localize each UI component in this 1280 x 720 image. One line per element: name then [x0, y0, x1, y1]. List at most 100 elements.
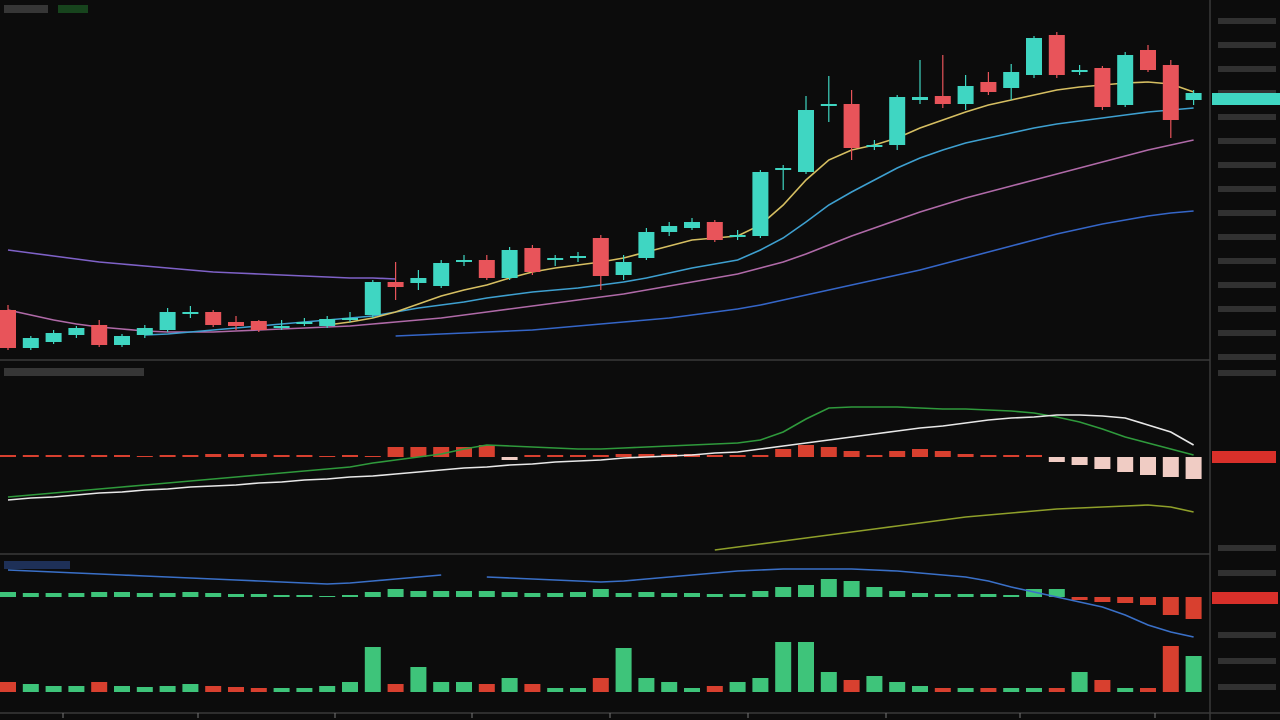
volume-bar [1117, 688, 1134, 692]
histogram-bar [798, 445, 814, 457]
axis-label-placeholder [1218, 684, 1276, 690]
candle-body [364, 282, 381, 315]
histogram-bar [136, 456, 153, 457]
volume-bar [387, 684, 404, 692]
candle-body [889, 97, 906, 145]
histogram-bar [456, 591, 472, 597]
histogram-bar [205, 593, 222, 597]
volume-bar [364, 647, 381, 692]
histogram-bar [775, 587, 792, 597]
indicator-tag [1212, 592, 1278, 604]
histogram-bar [570, 455, 586, 457]
histogram-bar [387, 589, 404, 597]
volume-bar [501, 678, 518, 692]
volume-bar [843, 680, 860, 692]
histogram-bar [273, 595, 290, 597]
candle-body [319, 319, 336, 326]
legend-placeholder [4, 368, 144, 376]
candle-body [934, 96, 951, 104]
histogram-bar [387, 447, 404, 457]
histogram-bar [319, 596, 336, 597]
candle-body [250, 321, 267, 330]
histogram-bar [820, 447, 837, 457]
volume-bar [1003, 688, 1020, 692]
histogram-bar [0, 592, 16, 597]
axis-label-placeholder [1218, 370, 1276, 376]
candle-body [1003, 72, 1020, 88]
candle-body [114, 336, 130, 345]
volume-bar [820, 672, 837, 692]
histogram-bar [114, 592, 130, 597]
volume-bar [912, 686, 928, 692]
candle-body [182, 312, 199, 314]
volume-bar [570, 688, 586, 692]
volume-bar [1048, 688, 1065, 692]
candle-body [1048, 35, 1065, 75]
histogram-bar [1048, 589, 1065, 597]
volume-bar [706, 686, 723, 692]
legend-placeholder [58, 5, 88, 13]
histogram-bar [1185, 597, 1202, 619]
axis-label-placeholder [1218, 234, 1276, 240]
histogram-bar [798, 585, 814, 597]
series-line [7, 569, 442, 585]
histogram-bar [228, 454, 244, 457]
axis-label-placeholder [1218, 306, 1276, 312]
histogram-bar [91, 592, 108, 597]
axis-label-placeholder [1218, 545, 1276, 551]
candle-body [980, 82, 997, 92]
axis-label-placeholder [1218, 162, 1276, 168]
volume-bar [1071, 672, 1088, 692]
histogram-bar [136, 593, 153, 597]
histogram-bar [729, 455, 746, 457]
histogram-bar [638, 592, 655, 597]
candle-body [729, 235, 746, 237]
candle-body [1140, 50, 1156, 70]
candle-body [1026, 38, 1042, 75]
volume-bar [228, 687, 244, 692]
histogram-bar [1026, 589, 1042, 597]
histogram-bar [0, 455, 16, 457]
candle-body [775, 168, 792, 170]
histogram-bar [501, 592, 518, 597]
histogram-bar [706, 455, 723, 457]
legend-placeholder [4, 561, 70, 569]
candle-body [957, 86, 974, 104]
volume-bar [615, 648, 632, 692]
histogram-bar [1026, 455, 1042, 457]
histogram-bar [22, 593, 39, 597]
volume-bar [159, 686, 176, 692]
histogram-bar [205, 454, 222, 457]
histogram-bar [957, 594, 974, 597]
candle-body [866, 145, 883, 147]
axis-label-placeholder [1218, 42, 1276, 48]
volume-bar [957, 688, 974, 692]
legend-placeholder [4, 5, 48, 13]
volume-bar [296, 688, 313, 692]
volume-bar [478, 684, 495, 692]
histogram-bar [1117, 457, 1134, 472]
volume-bar [592, 678, 609, 692]
axis-label-placeholder [1218, 658, 1276, 664]
candle-body [661, 226, 678, 232]
volume-bar [1094, 680, 1111, 692]
volume-bar [798, 642, 814, 692]
histogram-bar [1071, 597, 1088, 600]
candle-body [433, 263, 450, 286]
candle-body [296, 322, 313, 324]
histogram-bar [250, 594, 267, 597]
volume-bar [889, 682, 906, 692]
histogram-bar [250, 454, 267, 457]
candle-body [45, 333, 62, 342]
histogram-bar [1140, 457, 1156, 475]
histogram-bar [182, 455, 199, 457]
volume-bar [205, 686, 222, 692]
histogram-bar [228, 594, 244, 597]
volume-bar [22, 684, 39, 692]
axis-label-placeholder [1218, 138, 1276, 144]
axis-label-placeholder [1218, 186, 1276, 192]
histogram-bar [296, 455, 313, 457]
last-price-tag [1212, 93, 1280, 105]
axis-label-placeholder [1218, 66, 1276, 72]
